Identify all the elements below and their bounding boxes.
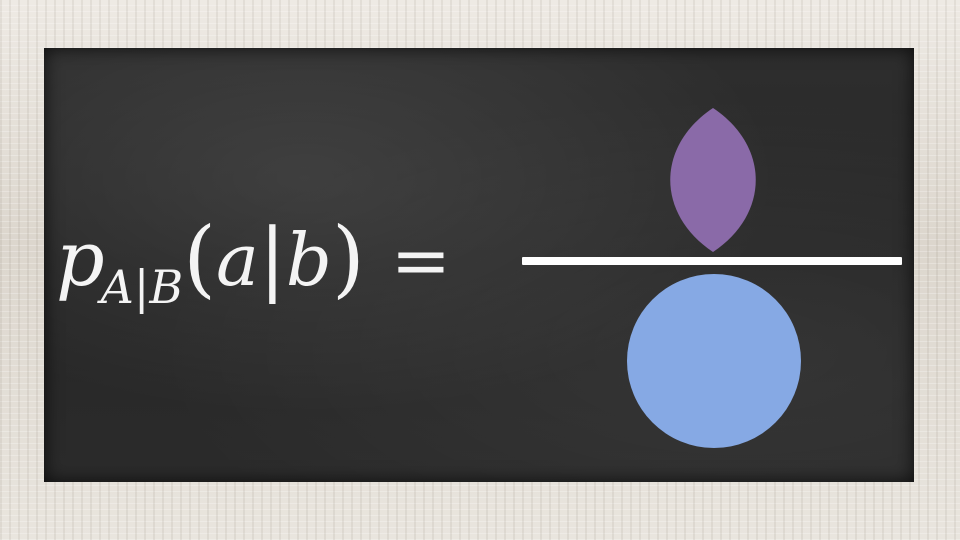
close-paren: ): [331, 209, 365, 307]
argument-a: a: [215, 218, 259, 302]
argument-bar: |: [258, 211, 286, 304]
subscript-bar: |: [133, 260, 150, 314]
intersection-lens-icon: [670, 108, 756, 252]
subscript-group: A|B: [101, 260, 184, 314]
equals-sign: =: [390, 218, 452, 302]
open-paren: (: [183, 209, 216, 307]
fraction-line: [522, 257, 902, 265]
circle-icon: [627, 274, 801, 448]
argument-b: b: [285, 218, 332, 302]
subscript-b: B: [149, 260, 184, 314]
conditional-probability-expression: pA|B(a|b) =: [56, 214, 451, 310]
subscript-a: A: [100, 260, 134, 314]
probability-symbol: p: [56, 214, 105, 303]
